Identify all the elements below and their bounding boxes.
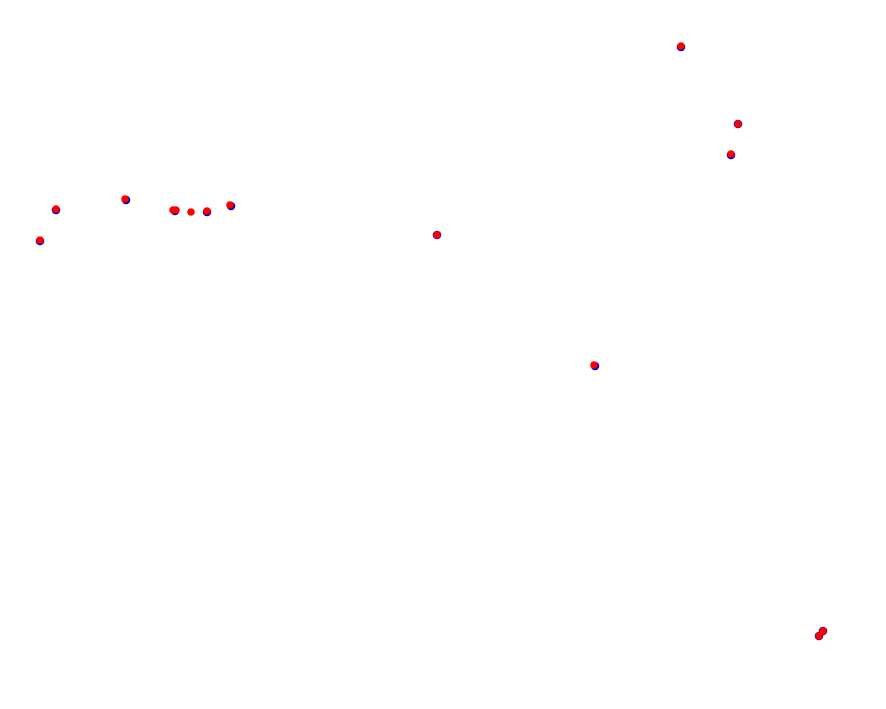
point [590,361,598,369]
point [226,201,234,209]
point [727,150,735,158]
point [203,207,211,215]
point [52,205,60,213]
point [36,236,44,244]
point [433,231,441,239]
point [121,195,129,203]
point [815,632,823,640]
point [734,120,742,128]
point [172,206,180,214]
point [187,208,195,216]
point [677,42,685,50]
